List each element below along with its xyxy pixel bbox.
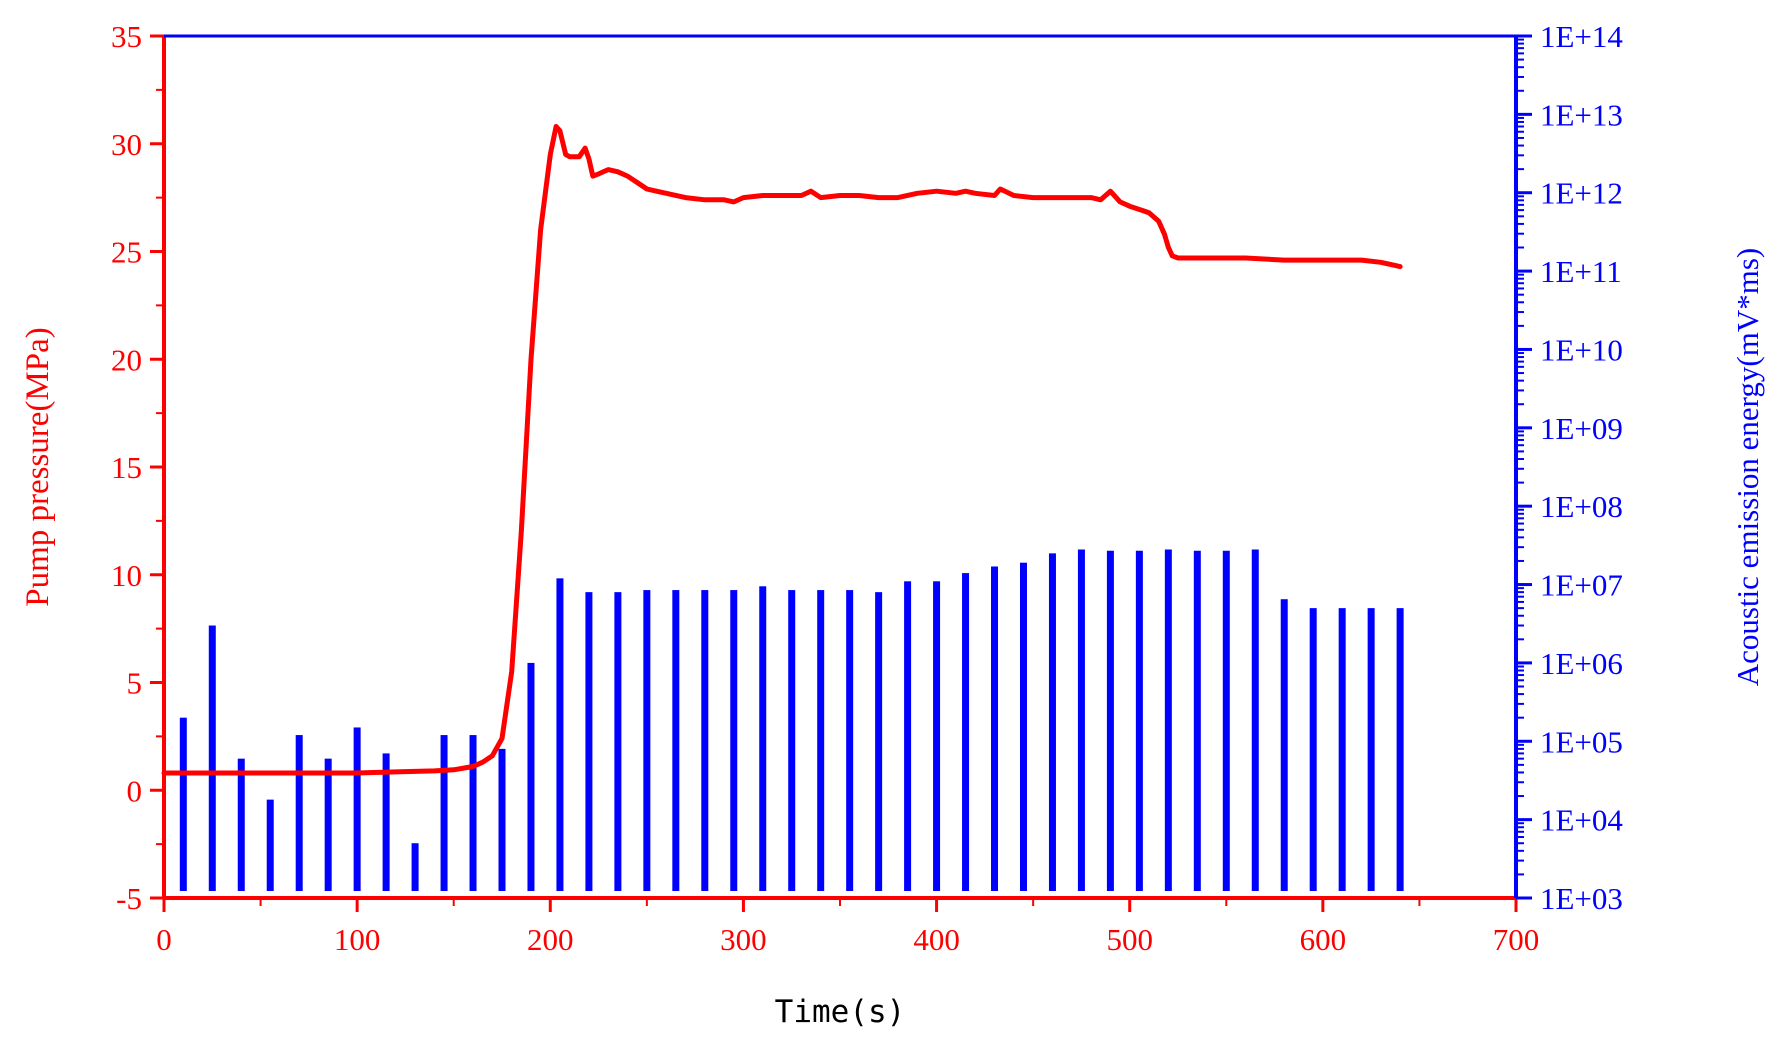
left-tick-label: 0 [127, 773, 143, 808]
energy-bar [1193, 550, 1201, 891]
left-tick-label: 25 [111, 235, 142, 270]
energy-bar [614, 592, 622, 891]
energy-bar [1280, 599, 1288, 891]
bottom-tick-label: 200 [527, 922, 574, 957]
energy-bar [933, 581, 941, 891]
energy-bar [1164, 549, 1172, 891]
energy-bar [382, 753, 390, 891]
energy-bar [1367, 608, 1375, 891]
energy-bar [788, 590, 796, 891]
bottom-tick-label: 500 [1106, 922, 1153, 957]
left-tick-label: 15 [111, 450, 142, 485]
energy-bar [962, 573, 970, 891]
bottom-tick-label: 100 [334, 922, 381, 957]
right-tick-label: 1E+13 [1540, 97, 1623, 132]
energy-bar [295, 735, 303, 891]
energy-bar [324, 758, 332, 891]
energy-bar [1222, 550, 1230, 891]
energy-bar [875, 592, 883, 891]
energy-bar [991, 566, 999, 891]
energy-bar [759, 586, 767, 891]
left-tick-label: 30 [111, 127, 142, 162]
left-tick-label: 10 [111, 558, 142, 593]
energy-bars [179, 549, 1404, 891]
energy-bar [1048, 553, 1056, 891]
energy-bar [1135, 550, 1143, 891]
right-tick-label: 1E+08 [1540, 489, 1623, 524]
right-tick-label: 1E+03 [1540, 881, 1623, 916]
right-tick-label: 1E+10 [1540, 332, 1623, 367]
pressure-line [161, 124, 1403, 776]
energy-bar [643, 590, 651, 891]
right-tick-label: 1E+09 [1540, 411, 1623, 446]
right-tick-label: 1E+12 [1540, 176, 1623, 211]
right-tick-label: 1E+04 [1540, 803, 1623, 838]
left-tick-label: 20 [111, 342, 142, 377]
energy-bar [730, 590, 738, 891]
energy-bar [237, 758, 245, 891]
energy-bar [208, 625, 216, 891]
bottom-tick-label: 600 [1300, 922, 1347, 957]
energy-bar [701, 590, 709, 891]
energy-bar [1309, 608, 1317, 891]
left-tick-label: 35 [111, 19, 142, 54]
bottom-tick-label: 300 [720, 922, 767, 957]
energy-bar [817, 590, 825, 891]
left-tick-label: 5 [127, 666, 143, 701]
energy-bar [846, 590, 854, 891]
bottom-tick-label: 0 [156, 922, 172, 957]
right-tick-label: 1E+14 [1540, 19, 1623, 54]
energy-bar [179, 717, 187, 891]
energy-bar [556, 578, 564, 891]
bottom-tick-label: 700 [1493, 922, 1540, 957]
energy-bar [1338, 608, 1346, 891]
energy-bar [904, 581, 912, 891]
right-tick-label: 1E+06 [1540, 646, 1623, 681]
energy-bar [353, 727, 361, 891]
right-tick-label: 1E+07 [1540, 568, 1623, 603]
energy-bar [1019, 562, 1027, 891]
energy-bar [469, 735, 477, 891]
energy-bar [1396, 608, 1404, 891]
energy-bar [1251, 549, 1259, 891]
right-tick-label: 1E+05 [1540, 724, 1623, 759]
energy-bar [411, 843, 419, 891]
energy-bar [498, 748, 506, 891]
energy-bar [1106, 550, 1114, 891]
energy-bar [585, 592, 593, 891]
right-y-axis-label: Acoustic emission energy(mV*ms) [1730, 248, 1765, 687]
energy-bar [1077, 549, 1085, 891]
right-tick-label: 1E+11 [1540, 254, 1622, 289]
axis-ticks [150, 34, 1532, 912]
energy-bar [672, 590, 680, 891]
bottom-tick-label: 400 [913, 922, 960, 957]
left-tick-label: -5 [116, 881, 142, 916]
energy-bar [440, 735, 448, 891]
x-axis-label: Time(s) [775, 994, 906, 1030]
energy-bar [527, 662, 535, 891]
energy-bar [266, 799, 274, 891]
left-y-axis-label: Pump pressure(MPa) [20, 327, 56, 607]
